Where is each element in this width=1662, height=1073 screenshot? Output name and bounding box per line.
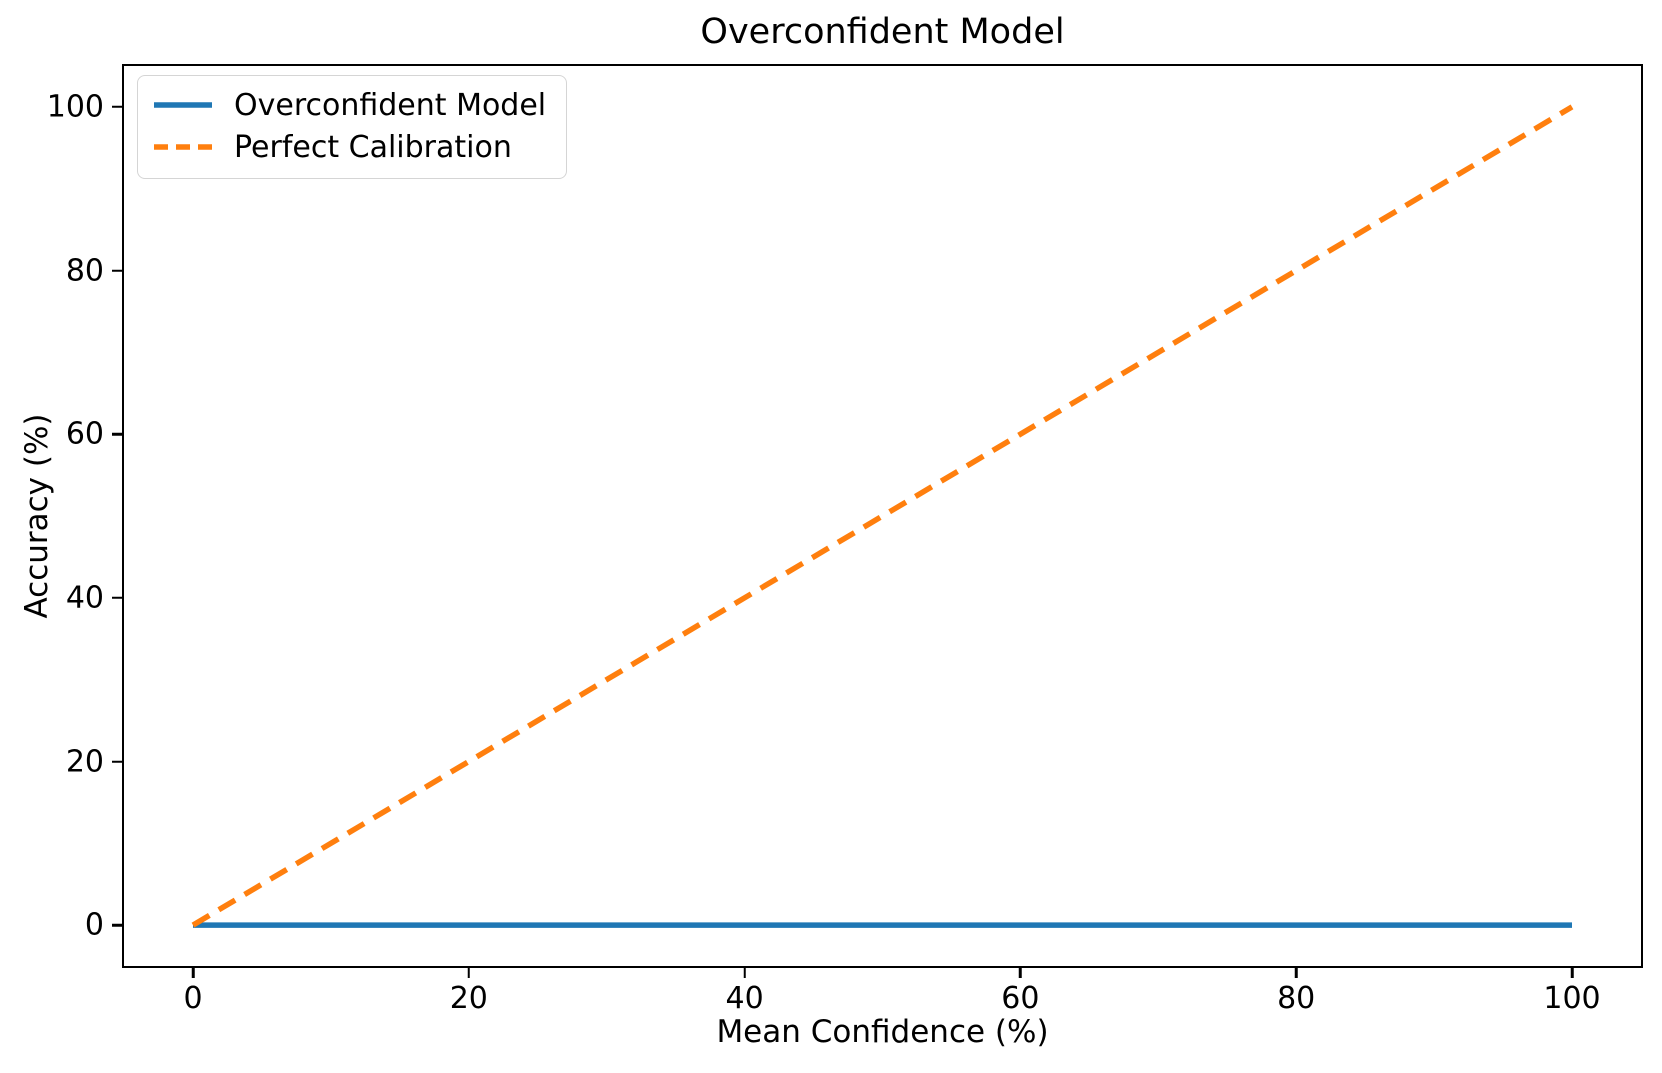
legend-label: Overconfident Model — [234, 87, 547, 123]
y-tick-label: 80 — [65, 253, 104, 288]
y-tick-label: 100 — [46, 89, 104, 125]
x-tick-mark — [743, 968, 746, 978]
x-tick-label: 20 — [449, 981, 488, 1016]
legend-item-1: Perfect Calibration — [154, 128, 546, 166]
y-tick-label: 40 — [65, 580, 104, 616]
y-tick-label: 60 — [65, 416, 104, 452]
legend-label: Perfect Calibration — [234, 129, 512, 165]
x-tick-mark — [191, 968, 195, 978]
y-tick-mark — [112, 432, 122, 436]
plot-lines-svg — [191, 104, 1574, 928]
y-tick-mark — [112, 923, 122, 927]
legend-item-0: Overconfident Model — [154, 86, 546, 124]
y-tick-mark — [112, 105, 122, 109]
y-tick-label: 20 — [65, 744, 104, 779]
y-tick-mark — [112, 269, 122, 272]
x-tick-mark — [1294, 968, 1298, 978]
x-tick-mark — [467, 968, 471, 978]
y-tick-mark — [112, 760, 122, 763]
legend-line-sample-icon — [154, 144, 212, 150]
chart-title: Overconfident Model — [700, 12, 1065, 52]
y-axis-label: Accuracy (%) — [19, 413, 55, 619]
legend-line-sample-icon — [154, 102, 212, 108]
x-tick-mark — [1019, 968, 1022, 978]
x-tick-label: 60 — [1001, 981, 1040, 1016]
y-tick-label: 0 — [84, 907, 104, 943]
x-tick-label: 80 — [1277, 981, 1316, 1016]
x-tick-label: 100 — [1543, 981, 1601, 1016]
x-tick-label: 40 — [725, 981, 764, 1016]
x-tick-label: 0 — [183, 981, 203, 1016]
legend: Overconfident Model Perfect Calibration — [137, 75, 568, 179]
y-tick-mark — [112, 596, 122, 600]
x-tick-mark — [1570, 968, 1574, 978]
plot-area: Overconfident Model Perfect Calibration 0… — [47, 64, 1643, 1016]
x-axis-label: Mean Confidence (%) — [716, 1014, 1049, 1050]
series-line-1 — [191, 104, 1574, 928]
